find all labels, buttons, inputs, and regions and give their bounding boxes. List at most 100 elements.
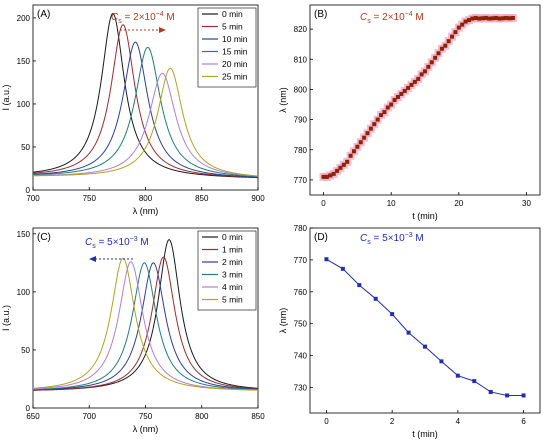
annotation-unit: M (413, 233, 424, 244)
legend-box (197, 7, 257, 88)
y-tick-label: 100 (17, 100, 31, 109)
data-point (375, 117, 380, 122)
data-point (335, 168, 340, 173)
concentration-annotation: Cs = 2×10−4 M (360, 11, 424, 25)
concentration-annotation: Cs = 5×10−3 M (360, 232, 424, 246)
series-line-4 (33, 262, 258, 391)
series-line-6 (33, 257, 258, 391)
annotation-var: C (360, 12, 368, 23)
data-point (439, 46, 444, 51)
x-tick-label: 700 (83, 412, 97, 421)
data-point (433, 55, 438, 60)
annotation-sup: −3 (130, 236, 138, 243)
y-tick-label: 100 (17, 288, 31, 297)
data-point (395, 94, 400, 99)
data-point (423, 69, 427, 74)
data-point (423, 344, 427, 349)
annotation-sub: s (367, 239, 371, 246)
data-point (406, 85, 411, 90)
legend-label: 5 min (222, 22, 243, 32)
x-tick-label: 800 (139, 194, 153, 203)
legend-label: 1 min (222, 245, 243, 255)
data-point (389, 102, 394, 107)
data-point (357, 283, 362, 288)
data-point (348, 153, 353, 158)
data-point (521, 393, 526, 398)
y-tick-label: 820 (294, 25, 308, 34)
x-tick-label: 750 (139, 412, 153, 421)
data-point (494, 15, 499, 20)
data-point (412, 79, 417, 84)
y-tick-label: 780 (294, 224, 308, 233)
x-axis-label: λ (nm) (133, 206, 159, 216)
arrow-head (89, 256, 96, 262)
y-tick-label: 740 (294, 352, 308, 361)
annotation-sub: s (118, 18, 122, 25)
data-point (385, 105, 390, 110)
x-axis-label: t (min) (412, 429, 438, 439)
legend-label: 5 min (222, 295, 243, 305)
concentration-annotation: Cs = 5×10−3 M (85, 236, 149, 250)
legend-label: 10 min (222, 34, 248, 44)
y-tick-label: 760 (294, 288, 308, 297)
x-tick-label: 20 (454, 199, 463, 208)
plot-frame (309, 227, 541, 414)
data-point (429, 60, 434, 65)
data-point (466, 18, 471, 23)
x-tick-label: 650 (26, 412, 40, 421)
legend-label: 0 min (222, 232, 243, 242)
series-line-5 (33, 72, 258, 177)
panel-label: (C) (37, 232, 51, 243)
data-point (358, 140, 363, 145)
y-tick-label: 780 (294, 146, 308, 155)
annotation-text: = 5×10 (371, 233, 405, 244)
y-axis-label: λ (nm) (278, 308, 288, 334)
y-axis-label: I (a.u.) (1, 84, 11, 110)
chart-panel-c: 650 700 750 800 850 0 50 100 150 λ (nm) I (a.u.) 0 … (1, 227, 265, 434)
legend-box (197, 230, 257, 311)
y-tick-label: 150 (17, 57, 31, 66)
legend-label: 0 min (222, 9, 243, 19)
annotation-unit: M (164, 12, 175, 23)
annotation-text: = 2×10 (122, 12, 156, 23)
x-tick-label: 30 (522, 199, 531, 208)
x-axis-label: λ (nm) (133, 424, 159, 434)
data-point (446, 39, 451, 44)
annotation-sup: −4 (156, 11, 164, 18)
data-point (487, 16, 492, 21)
data-point (328, 173, 333, 178)
annotation-sub: s (367, 18, 371, 25)
y-axis-label: λ (nm) (278, 87, 288, 113)
data-point (341, 162, 346, 167)
legend-label: 20 min (222, 59, 248, 69)
panel-label: (D) (314, 232, 328, 243)
x-tick-label: 850 (251, 412, 265, 421)
annotation-unit: M (138, 237, 149, 248)
x-tick-label: 750 (83, 194, 97, 203)
data-point (480, 16, 485, 21)
y-tick-label: 730 (294, 383, 308, 392)
legend: 0 min 1 min 2 min 3 min 4 min 5 min (197, 230, 257, 311)
y-tick-label: 770 (294, 256, 308, 265)
series-line-2 (33, 256, 258, 391)
data-point (472, 379, 477, 384)
data-point (436, 51, 441, 56)
data-point (406, 330, 411, 335)
annotation-var: C (85, 237, 93, 248)
legend-label: 4 min (222, 282, 243, 292)
x-tick-label: 800 (195, 412, 209, 421)
data-point (362, 135, 367, 140)
legend-label: 15 min (222, 47, 248, 57)
series-line-2 (33, 24, 258, 178)
series-line-3 (33, 262, 258, 391)
data-point (390, 312, 395, 317)
annotation-unit: M (413, 12, 424, 23)
data-point (331, 171, 336, 176)
data-point (483, 15, 488, 20)
x-tick-label: 6 (521, 417, 526, 426)
x-tick-label: 0 (324, 417, 329, 426)
y-tick-label: 0 (26, 186, 31, 195)
annotation-sup: −4 (405, 11, 413, 18)
x-tick-label: 900 (251, 194, 265, 203)
